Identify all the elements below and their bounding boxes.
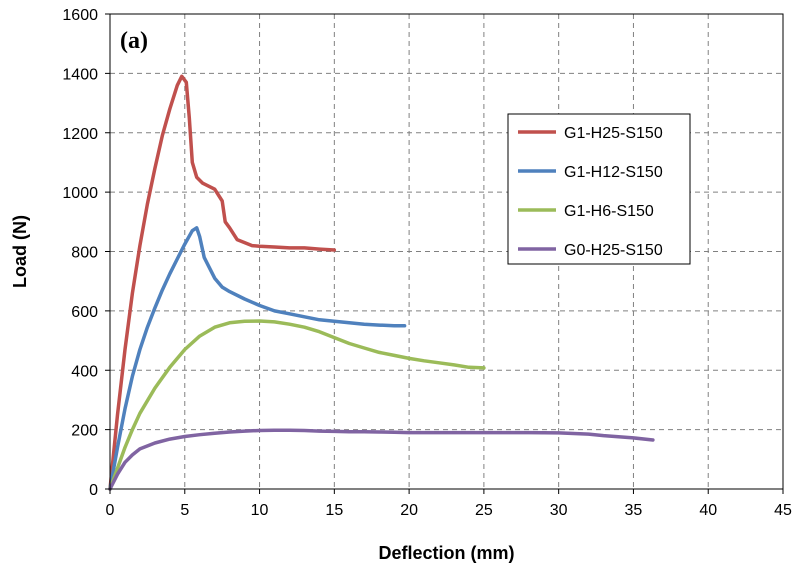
x-tick-label: 5 bbox=[180, 502, 189, 519]
series-line-g1-h12-s150 bbox=[108, 226, 407, 491]
y-tick-label: 600 bbox=[71, 304, 98, 321]
y-tick-label: 1600 bbox=[62, 7, 98, 24]
x-tick-label: 35 bbox=[625, 502, 643, 519]
series-line-g1-h25-s150 bbox=[108, 74, 337, 491]
legend-box bbox=[507, 113, 691, 265]
x-tick-label: 15 bbox=[325, 502, 343, 519]
y-tick-label: 0 bbox=[89, 482, 98, 499]
legend: G1-H25-S150 G1-H12-S150 G1-H6-S150 G0-H25-S… bbox=[507, 113, 691, 265]
panel-label: (a) bbox=[120, 28, 148, 54]
legend-label: G1-H25-S150 bbox=[564, 125, 663, 142]
series-layer bbox=[108, 74, 655, 491]
legend-label: G1-H6-S150 bbox=[564, 203, 654, 220]
x-tick-label: 20 bbox=[400, 502, 418, 519]
x-axis-title: Deflection (mm) bbox=[378, 543, 514, 563]
x-tick-label: 45 bbox=[774, 502, 792, 519]
y-tick-label: 1200 bbox=[62, 126, 98, 143]
legend-label: G1-H12-S150 bbox=[564, 164, 663, 181]
x-tick-label: 40 bbox=[699, 502, 717, 519]
x-tick-label: 25 bbox=[475, 502, 493, 519]
y-tick-label: 1400 bbox=[62, 66, 98, 83]
y-tick-label: 1000 bbox=[62, 185, 98, 202]
y-tick-label: 800 bbox=[71, 245, 98, 262]
series-line-g1-h6-s150 bbox=[108, 319, 486, 491]
y-axis-title: Load (N) bbox=[10, 215, 30, 288]
tick-labels: 0 5 10 15 20 25 30 35 40 45 0 200 400 600 800 1000 1200 1… bbox=[62, 7, 792, 519]
series-line-g0-h25-s150 bbox=[108, 428, 655, 491]
x-tick-label: 0 bbox=[106, 502, 115, 519]
x-tick-label: 30 bbox=[550, 502, 568, 519]
x-tick-label: 10 bbox=[251, 502, 269, 519]
y-tick-label: 400 bbox=[71, 363, 98, 380]
legend-label: G0-H25-S150 bbox=[564, 242, 663, 259]
y-tick-label: 200 bbox=[71, 423, 98, 440]
